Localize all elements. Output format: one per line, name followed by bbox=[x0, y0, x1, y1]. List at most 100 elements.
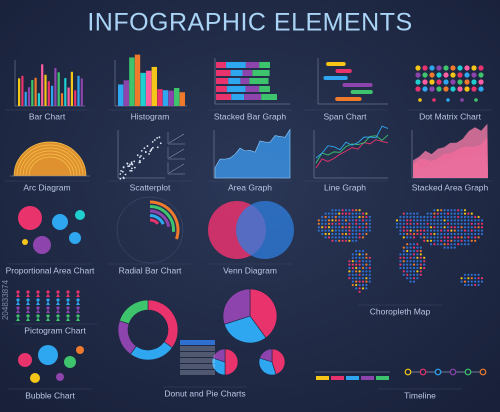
icon bbox=[56, 306, 60, 310]
dot bbox=[478, 86, 484, 92]
map-dot bbox=[480, 229, 484, 232]
map-dot bbox=[399, 232, 402, 236]
map-dot bbox=[457, 229, 460, 232]
map-dot bbox=[348, 219, 351, 222]
map-dot bbox=[341, 219, 344, 222]
map-dot bbox=[467, 212, 470, 215]
timeline-block bbox=[316, 376, 329, 380]
bar bbox=[168, 90, 174, 106]
map-dot bbox=[365, 253, 368, 256]
table-row bbox=[180, 370, 215, 375]
map-dot bbox=[361, 249, 365, 253]
span-bar bbox=[342, 83, 373, 87]
map-dot bbox=[436, 236, 439, 239]
map-dot bbox=[361, 222, 365, 225]
icon bbox=[16, 314, 20, 318]
dot bbox=[450, 79, 456, 85]
map-dot bbox=[358, 212, 361, 215]
map-dot bbox=[419, 273, 422, 276]
map-dot bbox=[317, 219, 320, 222]
map-dot bbox=[463, 243, 467, 246]
map-dot bbox=[426, 212, 429, 215]
map-dot bbox=[341, 215, 344, 219]
icon bbox=[56, 301, 60, 305]
map-dot bbox=[443, 232, 446, 236]
dot bbox=[457, 72, 463, 78]
legend-dot bbox=[474, 98, 478, 102]
map-dot bbox=[446, 236, 450, 239]
map-dot bbox=[419, 253, 422, 256]
map-dot bbox=[365, 226, 368, 229]
map-dot bbox=[361, 263, 365, 266]
map-dot bbox=[334, 239, 337, 242]
map-dot bbox=[368, 215, 371, 219]
map-dot bbox=[436, 219, 439, 222]
table-row bbox=[180, 358, 215, 363]
map-dot bbox=[355, 287, 358, 290]
map-dot bbox=[443, 219, 446, 222]
map-dot bbox=[351, 280, 354, 283]
map-dot bbox=[474, 215, 477, 219]
point bbox=[139, 161, 141, 164]
map-dot bbox=[470, 226, 473, 229]
map-dot bbox=[436, 226, 439, 229]
map-dot bbox=[450, 222, 453, 225]
map-dot bbox=[412, 253, 416, 256]
span-bar bbox=[323, 76, 348, 80]
map-dot bbox=[470, 229, 473, 232]
map-dot bbox=[463, 219, 467, 222]
map-dot bbox=[402, 246, 405, 249]
map-dot bbox=[358, 232, 361, 236]
map-dot bbox=[409, 280, 412, 283]
map-dot bbox=[348, 270, 351, 273]
map-dot bbox=[402, 260, 405, 263]
map-dot bbox=[344, 222, 348, 225]
dot bbox=[422, 86, 428, 92]
dot bbox=[443, 79, 449, 85]
map-dot bbox=[450, 246, 453, 249]
point bbox=[124, 173, 127, 176]
map-dot bbox=[409, 215, 412, 219]
icon bbox=[66, 306, 70, 310]
map-dot bbox=[463, 215, 467, 219]
map-dot bbox=[457, 239, 460, 242]
dot bbox=[429, 79, 435, 85]
map-dot bbox=[423, 229, 426, 232]
point bbox=[148, 153, 150, 155]
dot bbox=[429, 65, 435, 71]
map-dot bbox=[423, 219, 426, 222]
table-row bbox=[180, 346, 215, 351]
map-dot bbox=[463, 280, 467, 283]
map-dot bbox=[331, 236, 334, 239]
map-dot bbox=[402, 253, 405, 256]
map-dot bbox=[321, 215, 324, 219]
map-dot bbox=[358, 229, 361, 232]
map-dot bbox=[474, 280, 477, 283]
map-dot bbox=[358, 249, 361, 253]
map-dot bbox=[412, 215, 416, 219]
map-dot bbox=[416, 253, 419, 256]
map-dot bbox=[412, 212, 416, 215]
icon bbox=[76, 298, 80, 302]
bar bbox=[157, 89, 163, 106]
map-dot bbox=[409, 263, 412, 266]
dot bbox=[471, 86, 477, 92]
point bbox=[129, 163, 132, 166]
map-dot bbox=[358, 277, 361, 280]
point bbox=[119, 177, 122, 180]
dot bbox=[464, 79, 470, 85]
icon bbox=[46, 309, 50, 313]
map-dot bbox=[338, 236, 341, 239]
map-dot bbox=[355, 219, 358, 222]
dot bbox=[457, 79, 463, 85]
bar bbox=[70, 71, 73, 106]
map-dot bbox=[416, 215, 419, 219]
panel-label: Stacked Bar Graph bbox=[214, 111, 287, 121]
map-dot bbox=[365, 277, 368, 280]
map-dot bbox=[440, 236, 443, 239]
map-dot bbox=[324, 212, 327, 215]
panel-label: Pictogram Chart bbox=[24, 325, 86, 335]
map-dot bbox=[361, 256, 365, 259]
bar-segment bbox=[216, 70, 231, 76]
dot bbox=[464, 65, 470, 71]
